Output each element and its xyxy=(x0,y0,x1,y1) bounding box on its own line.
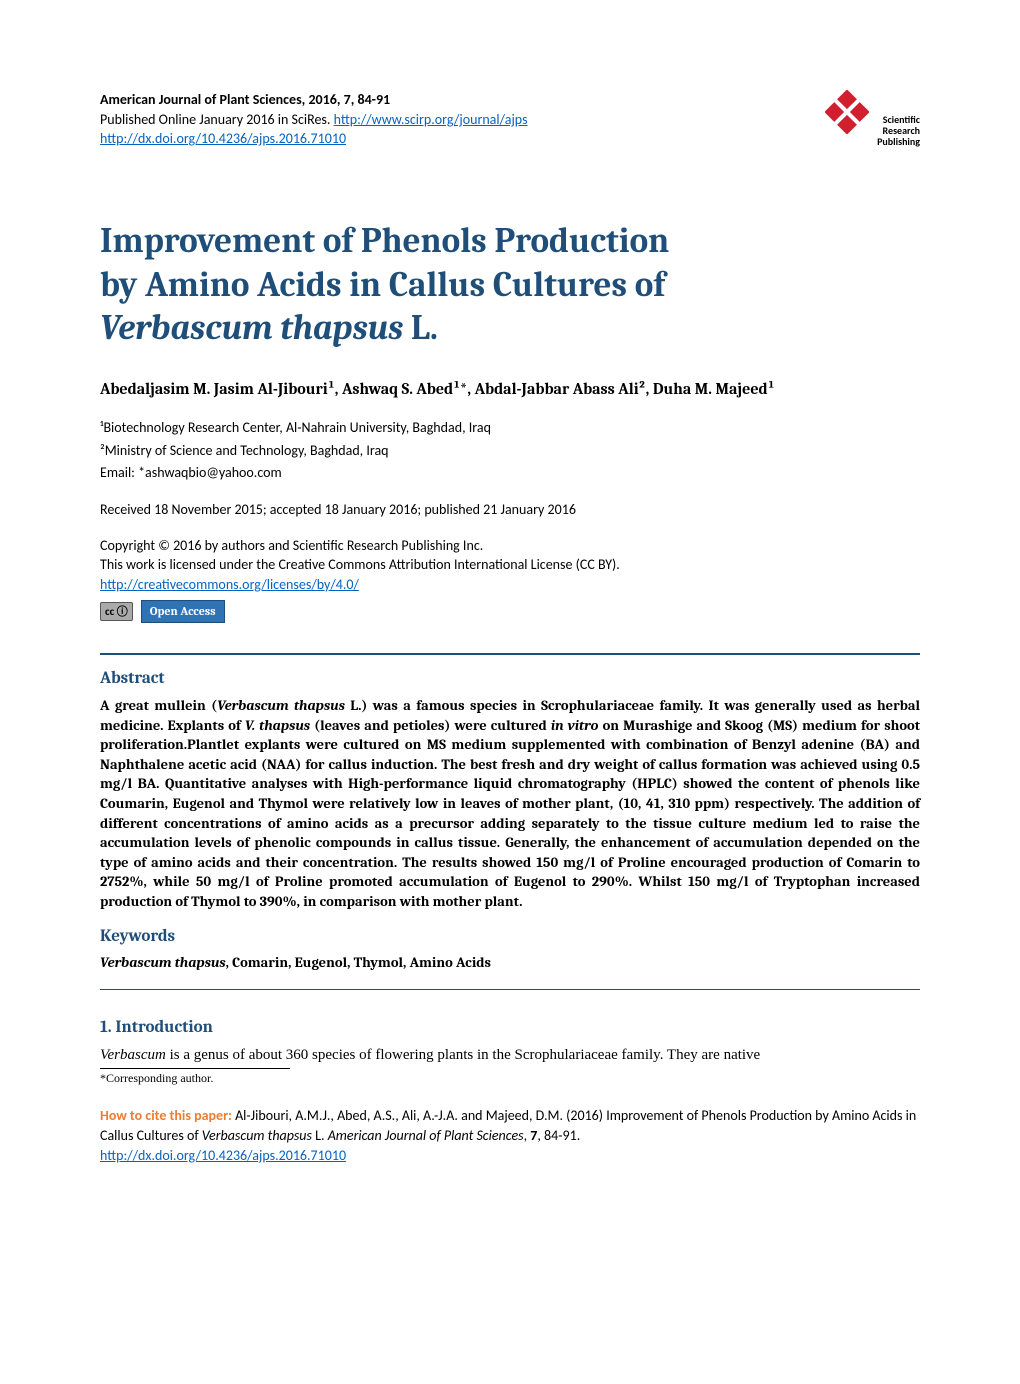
journal-info: American Journal of Plant Sciences, 2016… xyxy=(100,90,528,149)
title-line-2: by Amino Acids in Callus Cultures of xyxy=(100,264,665,305)
divider-top xyxy=(100,653,920,655)
doi-url-link[interactable]: http://dx.doi.org/10.4236/ajps.2016.7101… xyxy=(100,130,346,147)
footnote-text: *Corresponding author. xyxy=(100,1071,920,1086)
email-value: *ashwaqbio@yahoo.com xyxy=(138,464,282,481)
title-line-3-rest: L. xyxy=(403,307,438,348)
license-url-link[interactable]: http://creativecommons.org/licenses/by/4… xyxy=(100,576,359,593)
kw-italic: Verbascum thapsus xyxy=(100,954,226,971)
email-label: Email: xyxy=(100,464,138,481)
keywords-text: Verbascum thapsus, Comarin, Eugenol, Thy… xyxy=(100,954,920,971)
divider-bottom xyxy=(100,989,920,990)
intro-rest: is a genus of about 360 species of flowe… xyxy=(166,1047,760,1063)
abs-p5: (leaves and petioles) were cultured xyxy=(310,717,551,734)
citation-label: How to cite this paper: xyxy=(100,1107,232,1124)
abstract-text: A great mullein (Verbascum thapsus L.) w… xyxy=(100,696,920,911)
license-badges: cc ⓘ Open Access xyxy=(100,600,920,623)
copyright-block: Copyright © 2016 by authors and Scientif… xyxy=(100,536,920,624)
affiliation-2: ²Ministry of Science and Technology, Bag… xyxy=(100,441,920,461)
publisher-name: Scientific Research Publishing xyxy=(877,114,920,147)
paper-title: Improvement of Phenols Production by Ami… xyxy=(100,219,920,350)
cite-journal: American Journal of Plant Sciences xyxy=(328,1127,524,1144)
publisher-logo-icon xyxy=(825,90,869,134)
introduction-text: Verbascum is a genus of about 360 specie… xyxy=(100,1045,920,1066)
published-line: Published Online January 2016 in SciRes.… xyxy=(100,110,528,130)
title-line-1: Improvement of Phenols Production xyxy=(100,220,669,261)
dates-line: Received 18 November 2015; accepted 18 J… xyxy=(100,501,920,518)
keywords-heading: Keywords xyxy=(100,927,920,946)
cite-p4: , 84-91. xyxy=(537,1127,580,1144)
cite-italic: Verbascum thapsus xyxy=(202,1127,312,1144)
abs-p7: on Murashige and Skoog (MS) medium for s… xyxy=(100,717,920,910)
introduction-heading: 1. Introduction xyxy=(100,1018,920,1037)
open-access-badge: Open Access xyxy=(141,600,225,623)
kw-rest: , Comarin, Eugenol, Thymol, Amino Acids xyxy=(226,954,491,971)
title-line-3-italic: Verbascum thapsus xyxy=(100,307,403,348)
citation-box: How to cite this paper: Al-Jibouri, A.M.… xyxy=(100,1106,920,1165)
footnote-rule xyxy=(100,1068,290,1069)
publisher-line-3: Publishing xyxy=(877,135,920,148)
affiliation-1: ¹Biotechnology Research Center, Al-Nahra… xyxy=(100,418,920,438)
intro-italic: Verbascum xyxy=(100,1047,166,1063)
header-row: American Journal of Plant Sciences, 2016… xyxy=(100,90,920,149)
abs-p1: A great mullein ( xyxy=(100,697,217,714)
cc-badge-icon: cc ⓘ xyxy=(100,602,133,621)
published-prefix: Published Online January 2016 in SciRes. xyxy=(100,111,334,128)
cite-p2: L. xyxy=(312,1127,328,1144)
citation-doi-link[interactable]: http://dx.doi.org/10.4236/ajps.2016.7101… xyxy=(100,1147,346,1164)
publisher-logo: Scientific Research Publishing xyxy=(825,90,920,147)
email-line: Email: *ashwaqbio@yahoo.com xyxy=(100,464,920,481)
paper-page: American Journal of Plant Sciences, 2016… xyxy=(0,0,1020,1225)
abs-p6: in vitro xyxy=(551,717,599,734)
abstract-heading: Abstract xyxy=(100,669,920,688)
copyright-line-2: This work is licensed under the Creative… xyxy=(100,555,920,575)
copyright-line-1: Copyright © 2016 by authors and Scientif… xyxy=(100,536,920,556)
abs-p2: Verbascum thapsus xyxy=(217,697,345,714)
authors-line: Abedaljasim M. Jasim Al-Jibouri¹, Ashwaq… xyxy=(100,378,920,400)
journal-url-link[interactable]: http://www.scirp.org/journal/ajps xyxy=(334,111,528,128)
abs-p4: V. thapsus xyxy=(245,717,310,734)
journal-line: American Journal of Plant Sciences, 2016… xyxy=(100,90,528,110)
